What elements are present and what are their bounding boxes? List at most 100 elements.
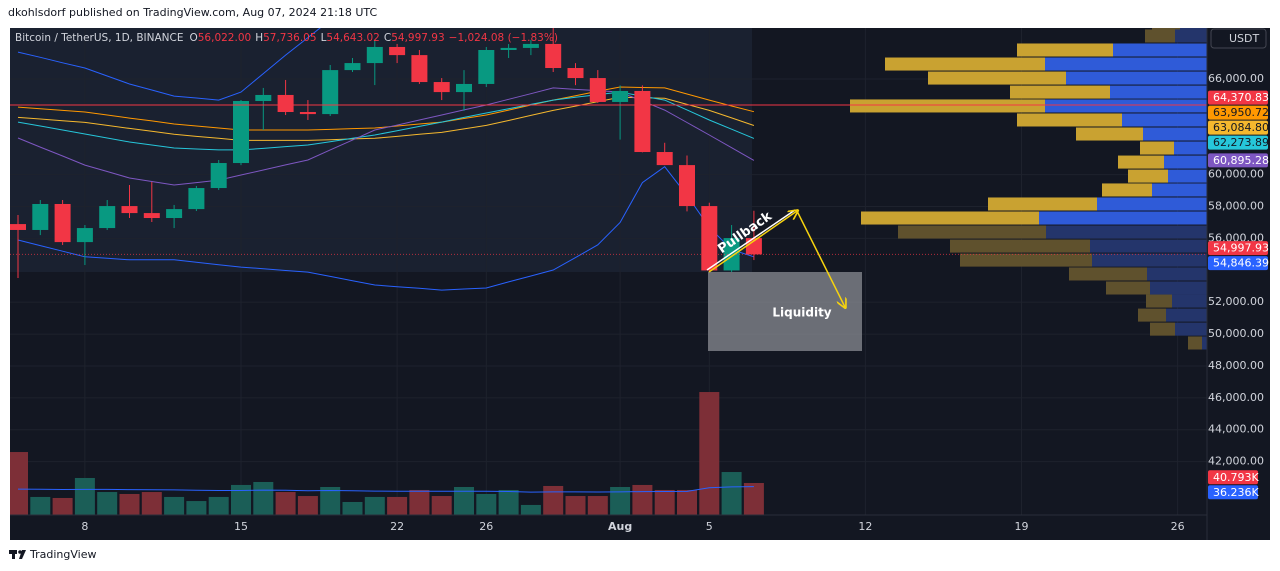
volume-bar [364,496,385,515]
profile-buy [1039,211,1207,225]
y-tick-label: 46,000.00 [1208,391,1264,404]
indicator-line [17,87,755,186]
price-tag [1208,135,1268,150]
volume-bar [74,477,95,515]
candle-body [188,188,205,210]
x-tick-label: 5 [706,520,713,533]
candle-body [76,228,93,243]
profile-buy [1152,183,1207,197]
volume-bar [543,485,564,515]
profile-sell [1017,43,1113,57]
price-tag-label: 54,997.93 [1213,242,1269,255]
brand: TradingView [9,548,96,561]
ohlc-value: 54,997.93 [391,32,444,44]
currency[interactable]: USDT [1229,32,1260,45]
ohlc-value: 54,643.02 [326,32,379,44]
profile-buy [1113,43,1207,57]
candle-body [522,43,539,48]
profile-sell [1076,127,1143,141]
candle-body [411,55,428,83]
volume-bar [677,489,697,515]
candle-body [656,152,673,166]
volume-bar [186,501,207,515]
ohlc-value: 57,736.05 [263,32,316,44]
volume-tag-label: 40.793K [1213,471,1259,484]
volume-bar [253,481,274,515]
x-tick-label: 12 [858,520,872,533]
profile-buy [1066,71,1207,85]
profile-sell [988,197,1097,211]
ohlc-key: H [255,32,263,44]
arrow [796,210,845,307]
volume-tag [1208,485,1258,500]
x-tick-label: 15 [234,520,248,533]
price-tag [1208,241,1268,256]
candle-body [166,209,183,219]
volume-bar [699,392,720,515]
liquidity-label: Liquidity [772,306,831,320]
profile-sell [1138,308,1166,322]
indicator-line [17,86,755,131]
volume-bar [119,493,140,515]
price-tag [1208,90,1268,105]
candle-body [99,206,116,229]
volume-bar [30,496,51,515]
volume-bar [721,472,742,515]
candle-body [32,203,49,230]
volume-bar [141,492,162,515]
profile-sell [1102,183,1152,197]
currency-button[interactable] [1210,28,1267,49]
price-tag [1208,120,1268,135]
price-tag [1208,105,1268,120]
indicator-line [17,91,755,151]
arrow [708,211,797,273]
volume-bar [387,496,408,515]
profile-buy [1046,225,1207,239]
price-tag [1208,256,1268,271]
profile-sell [1146,294,1172,308]
candle-body [500,47,517,50]
profile-buy [1122,113,1207,127]
y-tick-label: 58,000.00 [1208,200,1264,213]
candle-body [299,112,316,115]
volume-bar [275,492,296,515]
profile-buy [1090,239,1207,253]
x-tick-label: 8 [81,520,88,533]
candle-body [589,78,606,102]
x-tick-label: 22 [390,520,404,533]
pullback-line [706,209,796,271]
symbol-legend: Bitcoin / TetherUS, 1D, BINANCE O56,022.0… [15,32,558,44]
candle-body [634,90,651,153]
ohlc-key: L [321,32,327,44]
profile-sell [1128,169,1168,183]
volume-ma [17,486,754,493]
volume-tag-label: 36.236K [1213,486,1259,499]
profile-buy [1045,57,1207,71]
y-tick-label: 48,000.00 [1208,359,1264,372]
candle-body [255,94,272,102]
profile-sell [960,253,1092,267]
indicator-line [17,166,755,291]
profile-buy [1166,308,1207,322]
candle-body [389,46,406,56]
brand-name: TradingView [29,548,96,561]
price-tag-label: 63,950.72 [1213,106,1269,119]
price-tag-label: 60,895.28 [1213,154,1269,167]
volume-bar [297,496,318,515]
volume-bar [587,496,608,515]
candle-body [233,101,249,164]
y-tick-label: 66,000.00 [1208,72,1264,85]
volume-bar [454,487,474,515]
candle-body [344,63,361,71]
volume-bar [164,496,185,515]
candle-body [143,213,160,219]
volume-bar [320,487,341,515]
y-tick-label: 52,000.00 [1208,295,1264,308]
y-tick-label: 44,000.00 [1208,423,1264,436]
profile-buy [1175,29,1207,43]
volume-bar [610,487,631,515]
price-tag-label: 63,084.80 [1213,121,1269,134]
candle-body [701,206,718,271]
profile-sell [1106,281,1150,295]
ohlc-key: O [189,32,197,44]
